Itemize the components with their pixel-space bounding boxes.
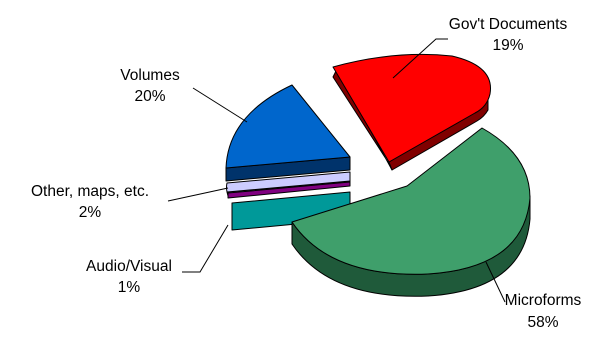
leader-audio bbox=[182, 224, 229, 273]
label-microforms-name: Microforms bbox=[505, 292, 582, 309]
label-other-pct: 2% bbox=[79, 204, 102, 221]
slice-other-top bbox=[226, 171, 351, 193]
label-volumes-name: Volumes bbox=[120, 67, 180, 84]
leader-microforms bbox=[485, 261, 506, 303]
slice-microforms bbox=[291, 127, 531, 297]
slice-volumes-top bbox=[225, 84, 351, 169]
label-govdocs-name: Gov't Documents bbox=[449, 16, 568, 33]
label-audio-pct: 1% bbox=[118, 279, 141, 296]
label-other-name: Other, maps, etc. bbox=[31, 183, 149, 200]
slice-microforms-top bbox=[291, 127, 531, 275]
label-govdocs-pct: 19% bbox=[492, 37, 523, 54]
slice-audio bbox=[227, 181, 351, 199]
leader-other bbox=[167, 187, 229, 202]
slice-govdocs bbox=[332, 53, 492, 171]
label-microforms-pct: 58% bbox=[527, 314, 558, 331]
leader-govdocs bbox=[392, 38, 448, 79]
slice-audio-top bbox=[227, 181, 351, 199]
label-volumes-pct: 20% bbox=[134, 88, 165, 105]
label-audio-name: Audio/Visual bbox=[86, 258, 172, 275]
slice-volumes bbox=[225, 84, 351, 182]
slice-govdocs-top bbox=[332, 53, 492, 163]
leader-volumes bbox=[192, 87, 248, 123]
